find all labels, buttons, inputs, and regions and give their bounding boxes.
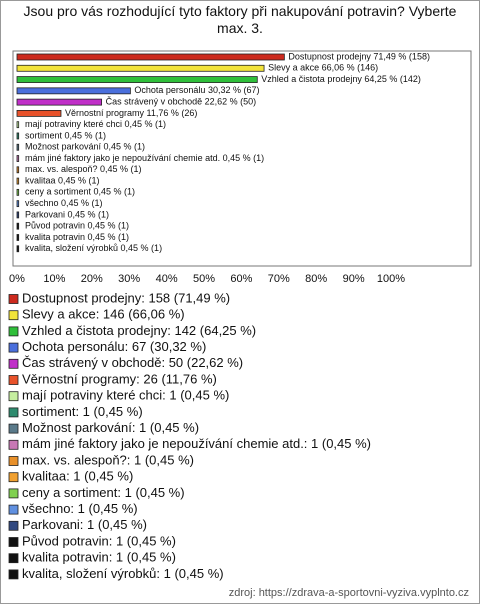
x-tick-label: 30%	[118, 273, 140, 285]
legend-label: Čas strávený v obchodě: 50 (22,62 %)	[22, 355, 243, 370]
x-tick-label: 80%	[305, 273, 327, 285]
legend-label: Parkovani: 1 (0,45 %)	[22, 517, 147, 532]
legend-swatch	[8, 326, 19, 337]
legend-label: všechno: 1 (0,45 %)	[22, 501, 138, 516]
legend-swatch	[8, 375, 19, 385]
bar-label: mám jiné faktory jako je nepoužívání che…	[25, 153, 264, 163]
bar	[16, 155, 20, 162]
legend-label: Věrnostní programy: 26 (11,76 %)	[22, 371, 217, 386]
legend-label: Dostupnost prodejny: 158 (71,49 %)	[22, 290, 230, 305]
bar-label: max. vs. alespoň? 0,45 % (1)	[25, 164, 142, 174]
legend-label: kvalita potravin: 1 (0,45 %)	[22, 550, 176, 565]
legend-swatch	[8, 342, 19, 353]
bar	[16, 121, 20, 129]
bar	[16, 188, 20, 196]
bar-label: sortiment 0,45 % (1)	[25, 130, 106, 140]
bar	[16, 132, 20, 140]
legend-swatch	[8, 553, 19, 564]
legend-swatch	[8, 407, 19, 418]
legend-swatch	[8, 472, 19, 483]
x-tick-label: 60%	[230, 273, 252, 285]
legend-label: kvalitaa: 1 (0,45 %)	[22, 469, 133, 484]
x-tick-label: 70%	[268, 273, 290, 285]
legend-swatch	[8, 439, 19, 450]
legend-swatch	[8, 391, 19, 402]
x-tick-label: 0%	[9, 273, 25, 285]
legend-label: sortiment: 1 (0,45 %)	[22, 404, 143, 419]
x-tick-label: 100%	[377, 273, 405, 285]
legend-label: kvalita, složení výrobků: 1 (0,45 %)	[22, 566, 224, 581]
bar-label: Vzhled a čistota prodejny 64,25 % (142)	[261, 74, 421, 84]
legend-label: Slevy a akce: 146 (66,06 %)	[22, 307, 185, 322]
bar	[16, 245, 20, 253]
chart-title: Jsou pro vás rozhodující tyto faktory př…	[23, 3, 457, 36]
x-tick-label: 50%	[193, 273, 215, 285]
plot-frame	[12, 50, 472, 267]
bar-label: kvalita, složení výrobků 0,45 % (1)	[25, 243, 162, 253]
bar	[16, 87, 131, 95]
bar-label: Věrnostní programy 11,76 % (26)	[65, 108, 197, 118]
bar-label: kvalitaa 0,45 % (1)	[25, 175, 100, 185]
legend-label: Původ potravin: 1 (0,45 %)	[22, 533, 176, 548]
bar	[16, 166, 20, 174]
legend-swatch	[8, 569, 19, 580]
bar-label: Čas strávený v obchodě 22,62 % (50)	[106, 96, 257, 106]
bar	[16, 110, 62, 117]
legend-swatch	[8, 488, 19, 499]
bar	[16, 143, 20, 151]
legend-label: Vzhled a čistota prodejny: 142 (64,25 %)	[22, 323, 256, 338]
legend-label: Ochota personálu: 67 (30,32 %)	[22, 339, 206, 354]
bar	[16, 76, 258, 83]
bar	[16, 222, 20, 230]
source: zdroj: https://zdrava-a-sportovni-vyziva…	[229, 587, 469, 599]
bar-label: Ochota personálu 30,32 % (67)	[134, 85, 259, 95]
legend-label: mají potraviny které chci: 1 (0,45 %)	[22, 388, 229, 403]
bar	[16, 98, 102, 106]
bar	[16, 64, 265, 72]
bar	[16, 53, 285, 61]
legend-swatch	[8, 294, 19, 304]
legend-swatch	[8, 537, 19, 547]
bar-label: Parkovani 0,45 % (1)	[25, 209, 109, 219]
bar-label: všechno 0,45 % (1)	[25, 198, 103, 208]
legend-swatch	[8, 423, 19, 434]
legend-swatch	[8, 358, 19, 369]
x-tick-label: 10%	[43, 273, 65, 285]
legend-label: Možnost parkování: 1 (0,45 %)	[22, 420, 199, 435]
bar	[16, 234, 20, 241]
legend-swatch	[8, 520, 19, 531]
bar	[16, 211, 20, 219]
bar-label: Možnost parkování 0,45 % (1)	[25, 142, 145, 152]
legend-swatch	[8, 310, 19, 321]
bar-label: kvalita potravin 0,45 % (1)	[25, 232, 129, 242]
legend-label: max. vs. alespoň?: 1 (0,45 %)	[22, 452, 194, 467]
legend-label: ceny a sortiment: 1 (0,45 %)	[22, 485, 185, 500]
legend-swatch	[8, 504, 19, 515]
legend-label: mám jiné faktory jako je nepoužívání che…	[22, 436, 371, 451]
bar-label: ceny a sortiment 0,45 % (1)	[25, 187, 135, 197]
bar-label: Původ potravin 0,45 % (1)	[25, 221, 129, 231]
legend-swatch	[8, 456, 19, 466]
bar-label: Slevy a akce 66,06 % (146)	[268, 63, 378, 73]
bar-label: Dostupnost prodejny 71,49 % (158)	[288, 51, 430, 61]
bar	[16, 177, 20, 185]
bar-label: mají potraviny které chci 0,45 % (1)	[25, 119, 166, 129]
bar	[16, 200, 20, 208]
x-tick-label: 40%	[156, 273, 178, 285]
x-tick-label: 90%	[343, 273, 365, 285]
x-tick-label: 20%	[81, 273, 103, 285]
